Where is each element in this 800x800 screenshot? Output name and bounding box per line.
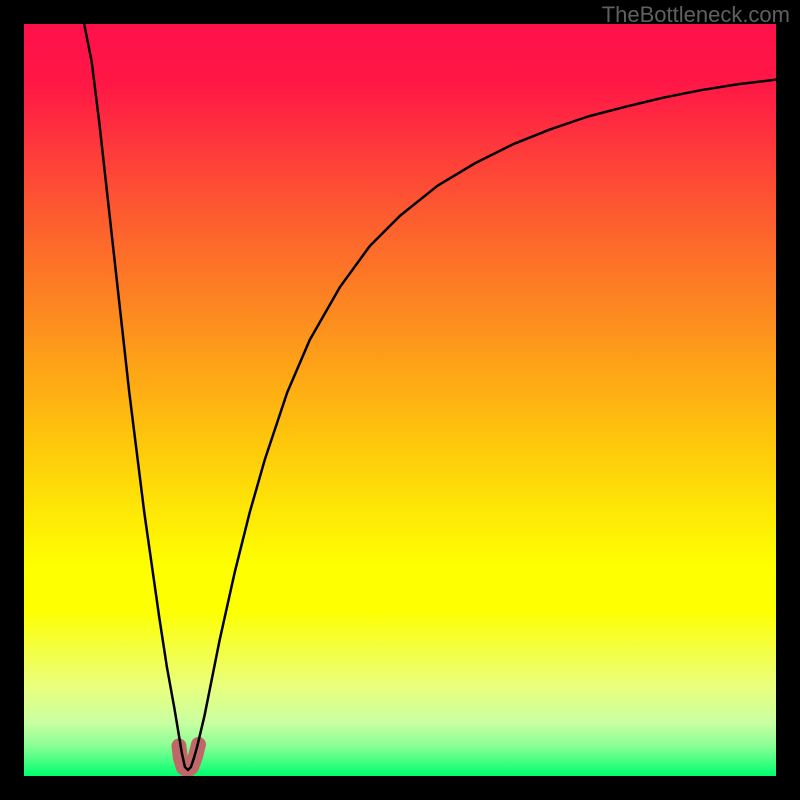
credit-label: TheBottleneck.com — [602, 2, 790, 27]
bottleneck-chart: TheBottleneck.com — [0, 0, 800, 800]
chart-container: TheBottleneck.com — [0, 0, 800, 800]
gradient-background — [24, 24, 776, 776]
